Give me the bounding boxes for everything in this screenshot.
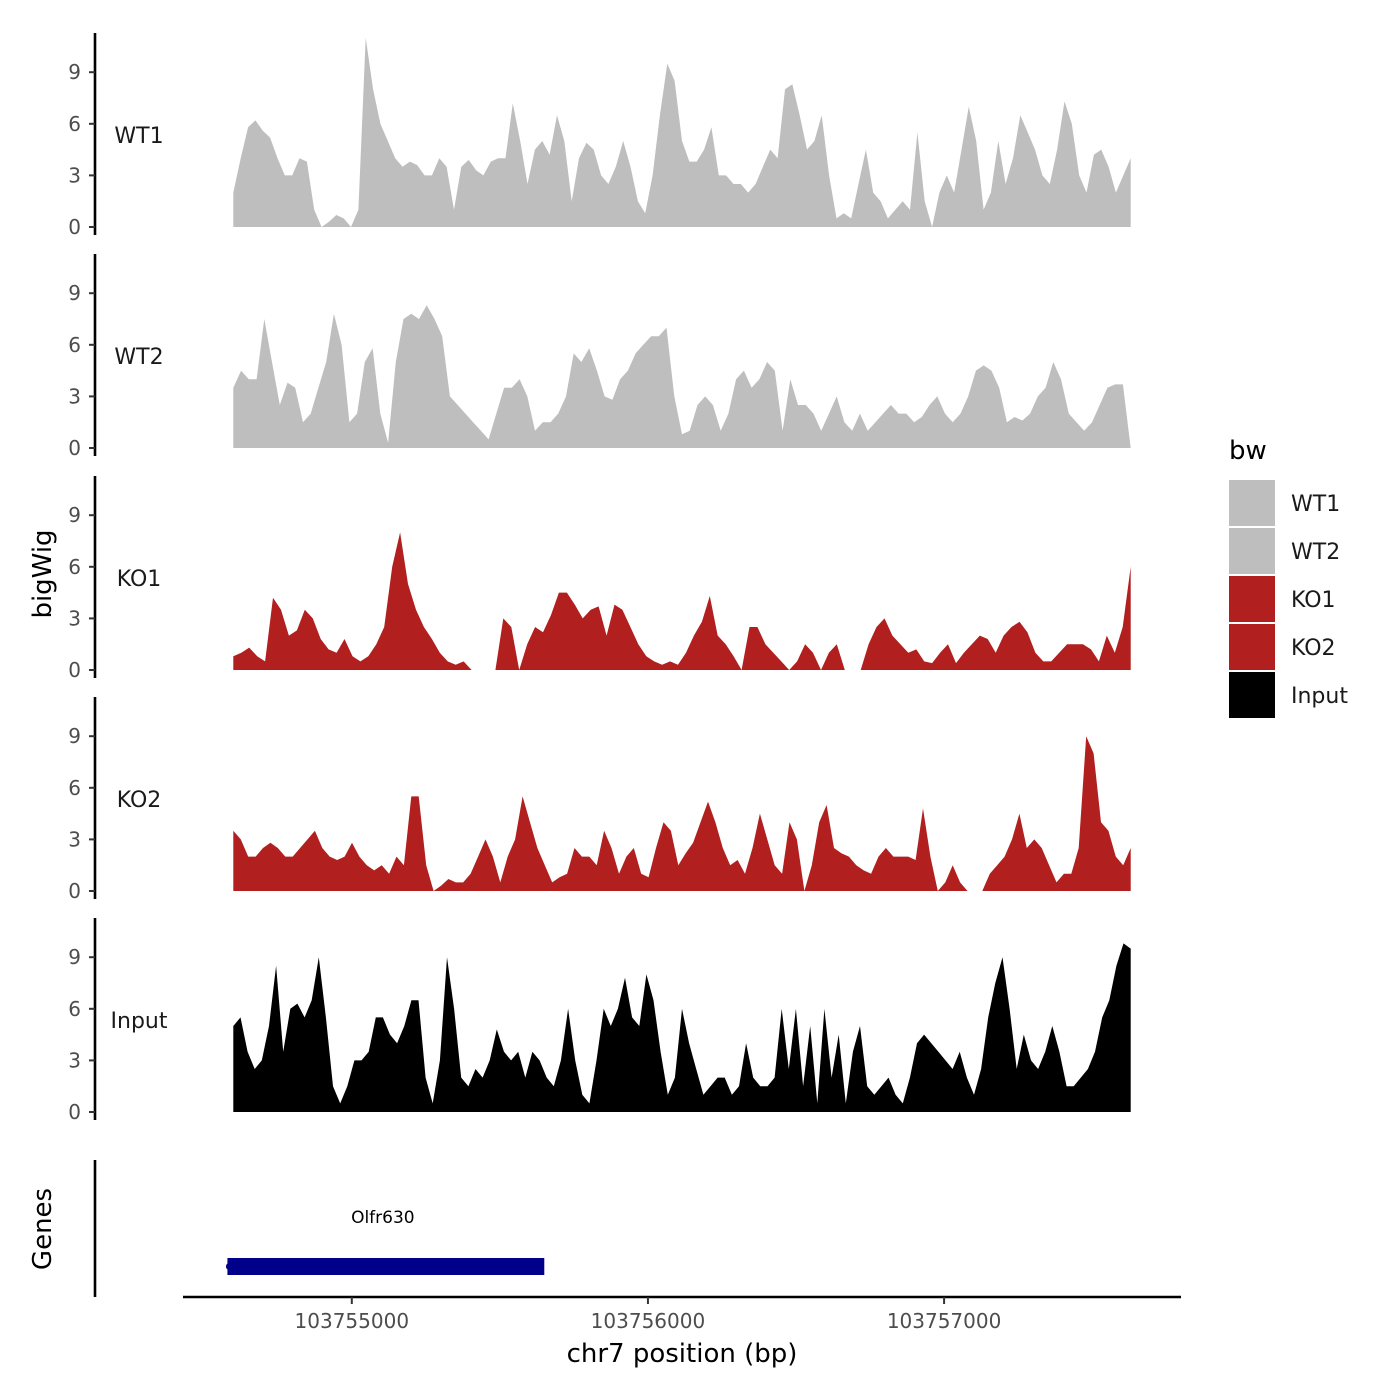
signal-area-ko2-1 bbox=[982, 736, 1131, 891]
track-label-wt2: WT2 bbox=[114, 345, 163, 370]
y-tick-label: 3 bbox=[68, 606, 81, 630]
y-tick-label: 3 bbox=[68, 384, 81, 408]
track-label-ko1: KO1 bbox=[117, 567, 162, 592]
y-tick-label: 6 bbox=[68, 555, 81, 579]
genes-axis-title: Genes bbox=[28, 1188, 58, 1270]
signal-area-ko1-2 bbox=[860, 566, 1131, 670]
track-ko2: 0 3 6 9 KO2 bbox=[68, 697, 1131, 903]
track-label-ko2: KO2 bbox=[117, 788, 162, 813]
y-tick-label: 9 bbox=[68, 724, 81, 748]
y-tick-label: 3 bbox=[68, 1048, 81, 1072]
y-tick-label: 9 bbox=[68, 281, 81, 305]
signal-tracks: 0 3 6 9 WT1 0 3 6 9 WT2 0 3 6 9 KO1 0 3 6 9 KO2 0 3 6 9 Input bbox=[68, 33, 1131, 1124]
legend-label-input: Input bbox=[1291, 684, 1348, 709]
x-tick-label: 103757000 bbox=[887, 1309, 1002, 1333]
y-tick-label: 6 bbox=[68, 333, 81, 357]
track-input: 0 3 6 9 Input bbox=[68, 918, 1131, 1124]
gene-label-olfr630: Olfr630 bbox=[351, 1208, 415, 1228]
legend-label-wt1: WT1 bbox=[1291, 492, 1340, 517]
signal-area-input-0 bbox=[233, 943, 1131, 1112]
legend-key-ko2 bbox=[1229, 624, 1275, 670]
y-tick-label: 0 bbox=[68, 879, 81, 903]
signal-area-wt2-0 bbox=[233, 305, 1131, 448]
signal-area-wt1-0 bbox=[233, 37, 1131, 227]
y-tick-label: 6 bbox=[68, 112, 81, 136]
track-label-wt1: WT1 bbox=[114, 124, 163, 149]
y-tick-label: 3 bbox=[68, 163, 81, 187]
gene-bar-olfr630 bbox=[227, 1258, 545, 1275]
gene-start-marker bbox=[225, 1263, 233, 1270]
legend-key-input bbox=[1229, 672, 1275, 718]
y-tick-label: 3 bbox=[68, 827, 81, 851]
genes-panel: Olfr630 bbox=[93, 1160, 545, 1297]
x-axis-title: chr7 position (bp) bbox=[567, 1339, 798, 1369]
signal-area-ko1-0 bbox=[233, 532, 472, 670]
legend-label-wt2: WT2 bbox=[1291, 540, 1340, 565]
x-tick-label: 103755000 bbox=[295, 1309, 410, 1333]
legend: bw WT1 WT2 KO1 KO2 Input bbox=[1229, 436, 1348, 718]
y-tick-label: 0 bbox=[68, 1100, 81, 1124]
y-tick-label: 0 bbox=[68, 436, 81, 460]
y-tick-label: 9 bbox=[68, 945, 81, 969]
track-wt1: 0 3 6 9 WT1 bbox=[68, 33, 1131, 239]
signal-area-ko1-1 bbox=[495, 592, 845, 670]
legend-label-ko1: KO1 bbox=[1291, 588, 1336, 613]
y-tick-label: 0 bbox=[68, 658, 81, 682]
y-tick-label: 6 bbox=[68, 997, 81, 1021]
legend-key-wt2 bbox=[1229, 528, 1275, 574]
y-tick-label: 9 bbox=[68, 60, 81, 84]
y-tick-label: 0 bbox=[68, 215, 81, 239]
track-ko1: 0 3 6 9 KO1 bbox=[68, 476, 1131, 682]
y-tick-label: 9 bbox=[68, 503, 81, 527]
legend-key-ko1 bbox=[1229, 576, 1275, 622]
y-axis-title: bigWig bbox=[28, 529, 58, 618]
track-label-input: Input bbox=[111, 1009, 168, 1034]
track-wt2: 0 3 6 9 WT2 bbox=[68, 254, 1131, 460]
legend-title: bw bbox=[1229, 436, 1267, 466]
x-tick-label: 103756000 bbox=[591, 1309, 706, 1333]
signal-area-ko2-0 bbox=[233, 796, 968, 891]
legend-label-ko2: KO2 bbox=[1291, 636, 1336, 661]
x-axis: 103755000 103756000 103757000 bbox=[183, 1295, 1181, 1333]
legend-key-wt1 bbox=[1229, 480, 1275, 526]
y-tick-label: 6 bbox=[68, 776, 81, 800]
